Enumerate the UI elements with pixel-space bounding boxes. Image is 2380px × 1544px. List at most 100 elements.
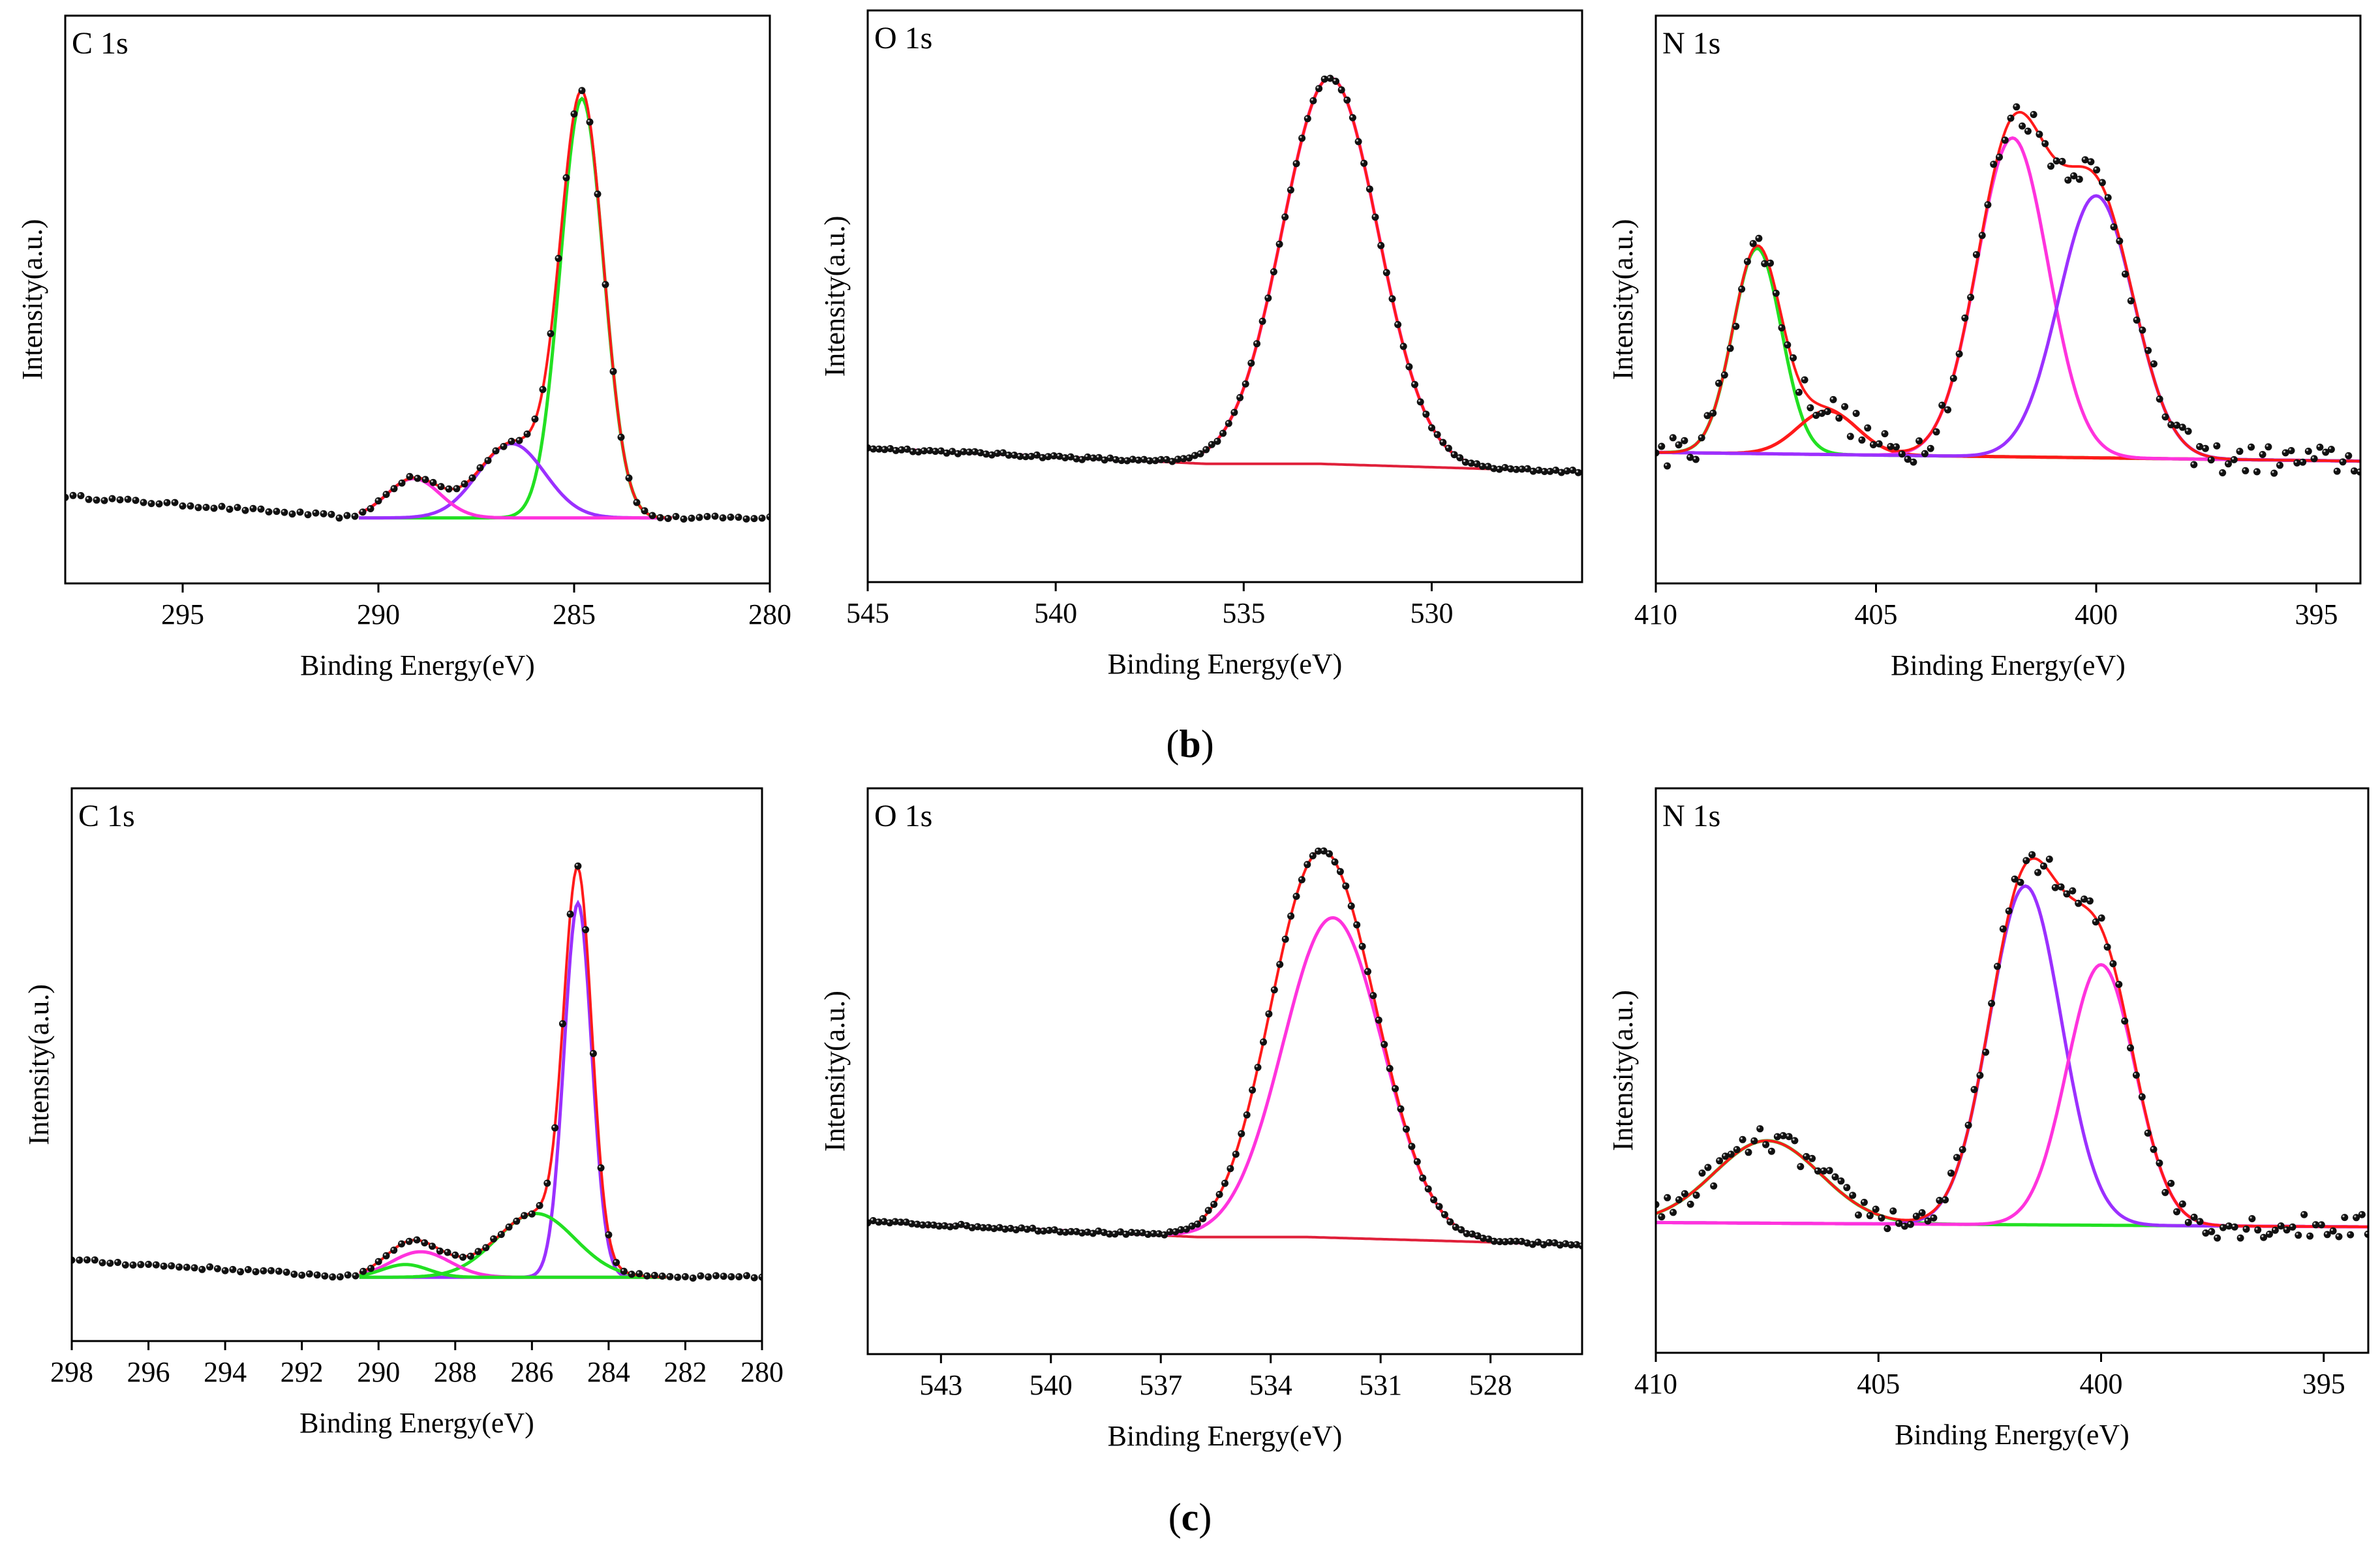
data-point	[2184, 427, 2192, 435]
data-point	[1349, 114, 1356, 121]
data-point	[735, 514, 742, 521]
data-point-highlight	[2041, 863, 2044, 866]
data-point-highlight	[2197, 444, 2200, 447]
data-point	[2230, 455, 2238, 463]
data-point	[265, 508, 273, 516]
data-point	[2259, 451, 2266, 458]
data-point	[421, 476, 429, 484]
data-point-highlight	[292, 1272, 294, 1274]
data-point-highlight	[1850, 1193, 1853, 1196]
data-point-highlight	[1804, 1154, 1807, 1157]
y-axis-label: Intensity(a.u.)	[819, 991, 851, 1152]
data-point-highlight	[1475, 1233, 1478, 1236]
data-point	[414, 474, 421, 482]
data-point-highlight	[1769, 1149, 1772, 1151]
data-point-highlight	[2082, 157, 2085, 160]
data-point-highlight	[1404, 1126, 1407, 1129]
data-point-highlight	[1420, 1175, 1423, 1178]
data-point	[1715, 379, 1722, 387]
data-point	[2069, 887, 2077, 895]
data-point	[252, 1268, 260, 1276]
data-point	[1210, 1201, 1218, 1208]
data-point-highlight	[881, 1219, 885, 1222]
data-point-highlight	[1221, 431, 1223, 433]
data-point-highlight	[1442, 1212, 1445, 1215]
data-point-highlight	[1157, 1231, 1159, 1234]
data-point-highlight	[164, 500, 167, 503]
data-point-highlight	[2249, 444, 2251, 447]
data-point-highlight	[1574, 1242, 1577, 1244]
data-point	[1837, 1177, 1845, 1185]
data-point	[742, 515, 750, 523]
data-point	[2058, 157, 2066, 165]
data-point-highlight	[1339, 87, 1341, 90]
data-point-highlight	[1740, 1137, 1743, 1140]
data-point	[1999, 925, 2007, 933]
data-point-highlight	[1249, 361, 1251, 363]
data-point	[2306, 1232, 2314, 1240]
data-point-highlight	[2238, 1235, 2240, 1238]
data-point-highlight	[1943, 1197, 1945, 1200]
data-point-highlight	[690, 1276, 693, 1278]
data-point	[2127, 1044, 2134, 1052]
data-point	[187, 502, 194, 510]
data-point	[1704, 1164, 1712, 1171]
data-point-highlight	[2186, 429, 2188, 431]
data-point-highlight	[926, 1222, 928, 1225]
data-point	[281, 508, 288, 516]
data-point-highlight	[290, 512, 292, 514]
data-point	[114, 1259, 121, 1266]
data-point	[2156, 395, 2163, 403]
data-point-highlight	[2261, 1235, 2264, 1237]
data-point-highlight	[587, 119, 590, 122]
data-point-highlight	[85, 1258, 87, 1260]
data-point-highlight	[261, 1269, 264, 1271]
plot-frame	[64, 14, 771, 585]
data-point	[1411, 380, 1418, 388]
x-tick-label: 284	[587, 1356, 630, 1388]
data-point-highlight	[384, 1253, 386, 1256]
data-point	[2019, 122, 2026, 130]
data-point-highlight	[1034, 452, 1037, 455]
data-point	[2156, 1159, 2163, 1167]
data-point	[1762, 1141, 1770, 1149]
data-point-highlight	[1135, 1230, 1137, 1233]
x-tick-label: 537	[1139, 1369, 1182, 1401]
data-point	[218, 502, 226, 510]
data-point-highlight	[1659, 1214, 1662, 1217]
data-point-highlight	[1261, 1040, 1264, 1042]
data-point-highlight	[1842, 404, 1845, 407]
data-point-highlight	[138, 1262, 141, 1265]
data-point-highlight	[1940, 403, 1942, 405]
data-point	[680, 515, 688, 523]
data-point	[727, 1273, 735, 1280]
data-point-highlight	[1409, 1144, 1412, 1147]
data-point	[1394, 320, 1402, 328]
data-point-highlight	[461, 1255, 463, 1258]
data-point-highlight	[1014, 1227, 1016, 1230]
data-point-highlight	[876, 446, 879, 449]
data-point	[2345, 452, 2353, 459]
data-point-highlight	[192, 1265, 194, 1268]
data-point-highlight	[1905, 457, 1908, 459]
data-point	[374, 497, 382, 504]
data-point-highlight	[2064, 891, 2067, 894]
data-point-highlight	[1508, 467, 1511, 469]
data-point	[2178, 1200, 2186, 1208]
data-point-highlight	[2214, 443, 2217, 446]
fit-envelope	[1656, 857, 2368, 1228]
data-point-highlight	[251, 506, 253, 509]
data-point	[2242, 467, 2250, 474]
data-point-highlight	[188, 503, 191, 506]
data-point	[1287, 912, 1295, 920]
data-point	[1949, 375, 1957, 382]
data-point	[1767, 259, 1774, 267]
data-point	[328, 510, 335, 518]
data-point-highlight	[1746, 1150, 1748, 1152]
data-point	[2167, 1179, 2175, 1187]
data-point-highlight	[376, 499, 378, 501]
data-point	[406, 472, 414, 480]
data-point-highlight	[437, 1248, 440, 1251]
data-point	[155, 500, 163, 508]
data-point	[628, 1271, 635, 1278]
